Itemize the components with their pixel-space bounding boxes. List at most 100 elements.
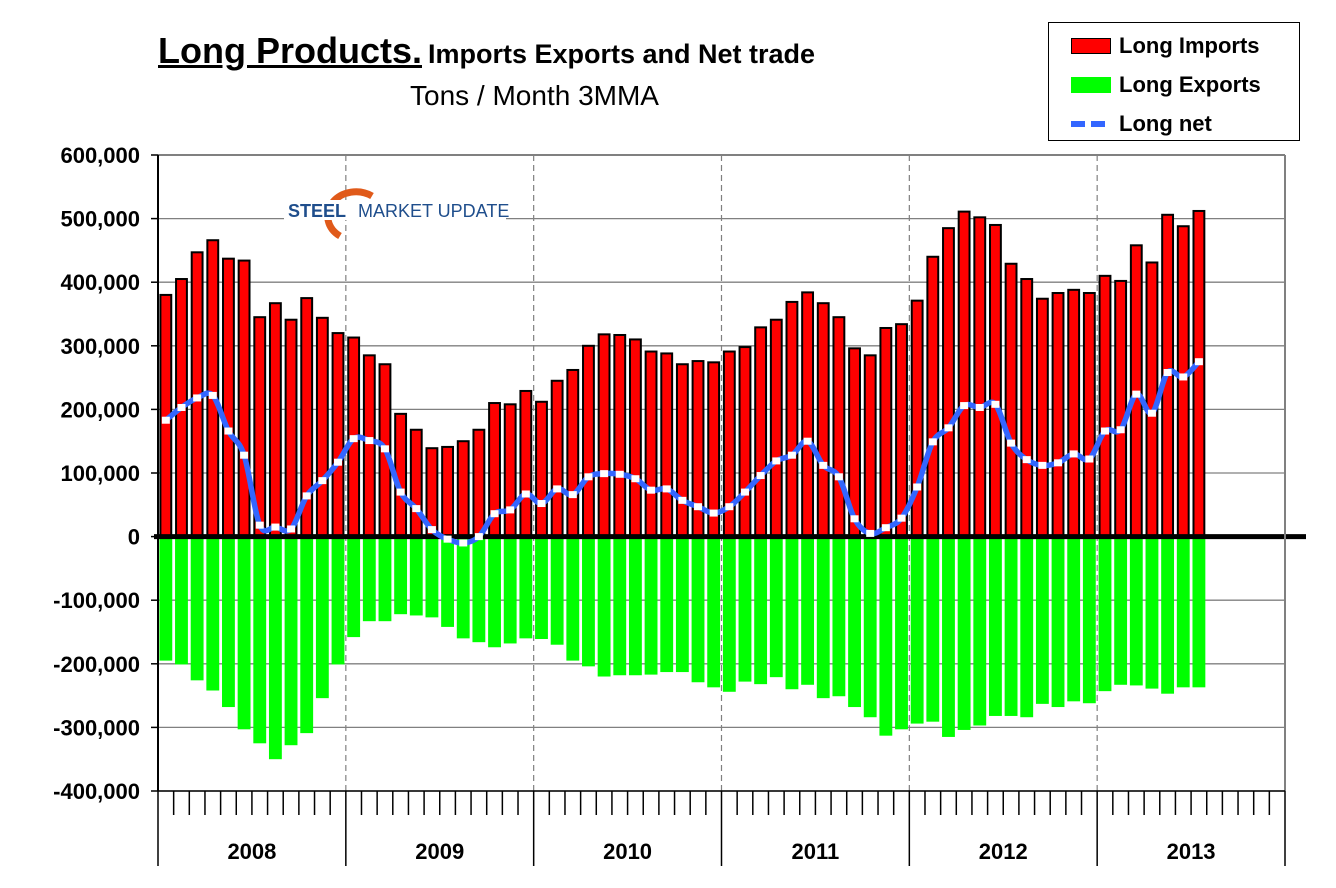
net-point — [161, 416, 170, 424]
export-bar — [394, 536, 408, 615]
net-point — [756, 472, 765, 480]
net-point — [913, 483, 922, 491]
export-bar — [268, 536, 282, 760]
chart-subtitle: Tons / Month 3MMA — [410, 80, 659, 111]
net-point — [834, 473, 843, 481]
net-point — [443, 535, 452, 543]
net-point — [349, 435, 358, 443]
import-bar — [1067, 288, 1081, 538]
net-point — [568, 491, 577, 499]
export-bar — [1161, 536, 1175, 694]
export-bar — [926, 536, 940, 722]
year-label: 2013 — [1167, 839, 1216, 864]
export-bar — [190, 536, 204, 681]
import-bar — [1035, 297, 1049, 538]
net-point — [1069, 450, 1078, 458]
year-label: 2008 — [227, 839, 276, 864]
import-bar — [816, 302, 830, 538]
year-label: 2011 — [792, 839, 840, 864]
net-point — [240, 451, 249, 459]
export-bar — [503, 536, 517, 644]
legend-swatch-exports — [1071, 77, 1111, 93]
export-bar — [237, 536, 251, 730]
import-bar — [331, 332, 345, 538]
net-point — [1038, 461, 1047, 469]
import-bar — [456, 440, 470, 538]
export-bar — [1004, 536, 1018, 716]
export-bar — [253, 536, 267, 744]
export-bar — [300, 536, 314, 734]
chart-title-rest: Imports Exports and Net trade — [428, 39, 816, 69]
import-bar — [237, 259, 251, 538]
import-bar — [409, 428, 423, 538]
import-bar — [472, 428, 486, 538]
net-point — [334, 458, 343, 466]
net-point — [960, 402, 969, 410]
legend-label: Long Imports — [1119, 33, 1260, 58]
net-point — [740, 488, 749, 496]
net-point — [678, 496, 687, 504]
export-bar — [550, 536, 564, 645]
import-bar — [644, 350, 658, 538]
export-bar — [1114, 536, 1128, 685]
net-point — [850, 515, 859, 523]
export-bar — [879, 536, 893, 736]
net-point — [944, 424, 953, 432]
export-bar — [675, 536, 689, 673]
export-bar — [660, 536, 674, 673]
y-tick-label: -200,000 — [53, 652, 140, 677]
y-tick-label: 200,000 — [60, 397, 140, 422]
import-bar — [613, 333, 627, 538]
net-point — [866, 529, 875, 537]
export-bar — [707, 536, 721, 688]
net-point — [631, 475, 640, 483]
import-bar — [519, 389, 533, 538]
logo-text-rest: MARKET UPDATE — [358, 201, 509, 221]
import-bar — [863, 354, 877, 538]
export-bar — [754, 536, 768, 685]
export-bar — [1082, 536, 1096, 704]
legend-swatch-net — [1071, 121, 1111, 127]
export-bar — [973, 536, 987, 726]
import-bar — [268, 302, 282, 538]
net-point — [318, 477, 327, 485]
net-point — [725, 503, 734, 511]
chart-title-main: Long Products. — [158, 30, 422, 71]
export-bar — [1145, 536, 1159, 689]
legend-swatch-imports — [1071, 38, 1111, 54]
net-point — [553, 485, 562, 493]
net-point — [365, 437, 374, 445]
net-point — [662, 485, 671, 493]
import-bar — [1114, 279, 1128, 538]
export-bar — [801, 536, 815, 685]
net-point — [1163, 369, 1172, 377]
import-bar — [628, 338, 642, 538]
legend-item-imports: Long Imports — [1071, 31, 1260, 61]
import-bar — [926, 255, 940, 538]
net-point — [224, 427, 233, 435]
net-point — [881, 524, 890, 532]
export-bar — [613, 536, 627, 676]
import-bar — [284, 318, 298, 538]
net-point — [1100, 427, 1109, 435]
import-bar — [801, 291, 815, 538]
export-bar — [535, 536, 548, 639]
net-point — [537, 500, 546, 508]
net-point — [991, 400, 1000, 408]
import-bar — [988, 223, 1002, 538]
export-bar — [519, 536, 533, 639]
export-bar — [628, 536, 642, 676]
export-bar — [738, 536, 752, 682]
import-bar — [754, 326, 768, 538]
net-point — [600, 470, 609, 478]
net-point — [380, 445, 389, 453]
import-bar — [675, 363, 689, 538]
net-point — [975, 403, 984, 411]
net-point — [521, 490, 530, 498]
net-point — [803, 437, 812, 445]
year-label: 2012 — [979, 839, 1028, 864]
export-bar — [910, 536, 924, 724]
import-bar — [315, 316, 329, 538]
y-tick-label: 400,000 — [60, 270, 140, 295]
